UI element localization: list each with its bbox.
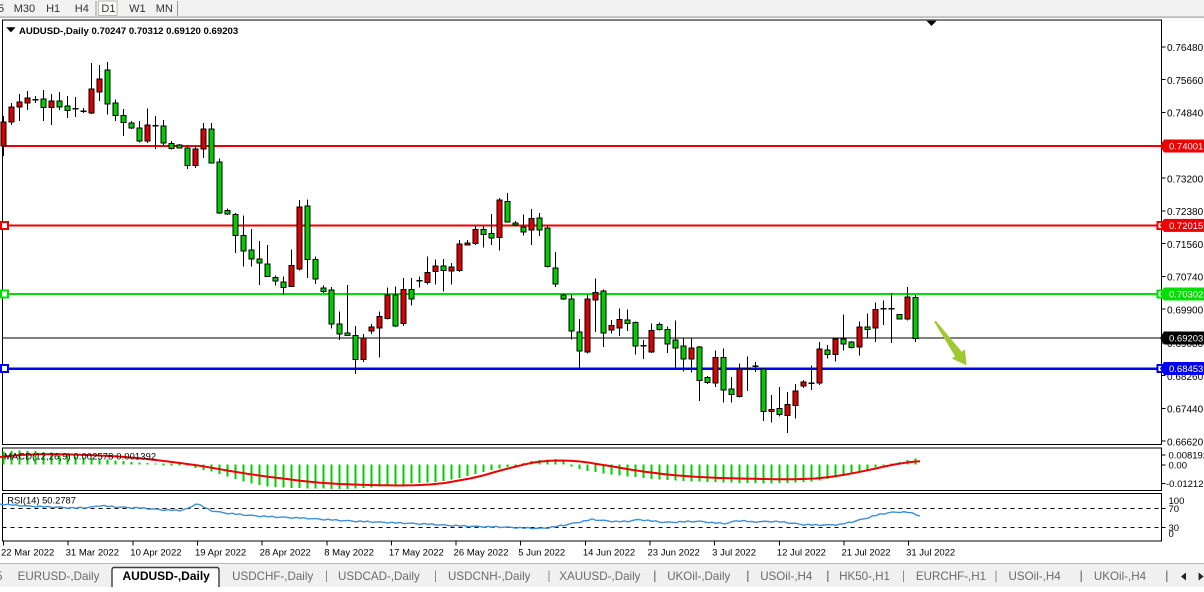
- svg-text:UKOil-,Daily: UKOil-,Daily: [667, 570, 730, 583]
- svg-text:0.69203: 0.69203: [1169, 334, 1203, 345]
- svg-text:HK50-,H1: HK50-,H1: [839, 570, 890, 583]
- svg-text:M30: M30: [14, 3, 35, 15]
- svg-text:0.73200: 0.73200: [1167, 174, 1204, 185]
- svg-text:0.71560: 0.71560: [1167, 240, 1204, 251]
- svg-text:26 May 2022: 26 May 2022: [454, 548, 509, 559]
- svg-text:USOil-,H4: USOil-,H4: [1009, 570, 1062, 583]
- svg-text:0.66620: 0.66620: [1167, 438, 1204, 449]
- svg-text:0: 0: [1169, 529, 1174, 540]
- svg-text:RSI(14) 50.2787: RSI(14) 50.2787: [7, 495, 76, 506]
- svg-text:EURCHF-,H1: EURCHF-,H1: [916, 570, 986, 583]
- svg-text:USDCHF-,Daily: USDCHF-,Daily: [232, 570, 313, 583]
- svg-text:UKOil-,H4: UKOil-,H4: [1094, 570, 1147, 583]
- svg-text:3 Jul 2022: 3 Jul 2022: [712, 548, 756, 559]
- svg-text:0.76480: 0.76480: [1167, 43, 1204, 54]
- svg-text:31 Mar 2022: 31 Mar 2022: [66, 548, 119, 559]
- svg-text:AUDUSD-,Daily: AUDUSD-,Daily: [123, 569, 211, 583]
- svg-text:5: 5: [0, 570, 2, 583]
- svg-text:AUDUSD-,Daily 0.70247 0.70312: AUDUSD-,Daily 0.70247 0.70312 0.69120 0.…: [19, 26, 238, 37]
- svg-text:70: 70: [1169, 504, 1180, 515]
- svg-text:28 Apr 2022: 28 Apr 2022: [260, 548, 311, 559]
- svg-text:0.74001: 0.74001: [1169, 142, 1203, 153]
- svg-text:W1: W1: [129, 3, 146, 15]
- svg-text:0.74840: 0.74840: [1167, 109, 1204, 120]
- svg-text:MACD(12,26,9) 0.002578 0.00139: MACD(12,26,9) 0.002578 0.001392: [4, 451, 156, 462]
- svg-text:0.69900: 0.69900: [1167, 306, 1204, 317]
- svg-text:0.70740: 0.70740: [1167, 273, 1204, 284]
- svg-text:H4: H4: [75, 3, 89, 15]
- svg-text:17 May 2022: 17 May 2022: [389, 548, 444, 559]
- svg-text:EURUSD-,Daily: EURUSD-,Daily: [18, 570, 100, 583]
- svg-text:23 Jun 2022: 23 Jun 2022: [648, 548, 700, 559]
- svg-text:0.72380: 0.72380: [1167, 207, 1204, 218]
- svg-text:0.75660: 0.75660: [1167, 76, 1204, 87]
- svg-text:5: 5: [0, 3, 4, 15]
- svg-text:D1: D1: [101, 3, 115, 15]
- svg-text:0.72015: 0.72015: [1169, 221, 1203, 232]
- svg-text:MN: MN: [156, 3, 173, 15]
- svg-text:0.00: 0.00: [1169, 461, 1188, 472]
- svg-text:USDCAD-,Daily: USDCAD-,Daily: [338, 570, 420, 583]
- svg-text:XAUUSD-,Daily: XAUUSD-,Daily: [559, 570, 640, 583]
- svg-text:31 Jul 2022: 31 Jul 2022: [906, 548, 955, 559]
- svg-text:0.67440: 0.67440: [1167, 405, 1204, 416]
- svg-text:0.68453: 0.68453: [1169, 364, 1203, 375]
- svg-text:USDCNH-,Daily: USDCNH-,Daily: [448, 570, 531, 583]
- svg-text:USOil-,H4: USOil-,H4: [760, 570, 813, 583]
- svg-text:12 Jul 2022: 12 Jul 2022: [777, 548, 826, 559]
- svg-text:21 Jul 2022: 21 Jul 2022: [841, 548, 890, 559]
- svg-text:-0.01212: -0.01212: [1166, 479, 1204, 490]
- svg-text:10 Apr 2022: 10 Apr 2022: [130, 548, 181, 559]
- svg-text:H1: H1: [46, 3, 60, 15]
- svg-text:19 Apr 2022: 19 Apr 2022: [195, 548, 246, 559]
- svg-text:5 Jun 2022: 5 Jun 2022: [518, 548, 565, 559]
- svg-text:8 May 2022: 8 May 2022: [324, 548, 374, 559]
- svg-text:0.70302: 0.70302: [1169, 290, 1203, 301]
- svg-text:22 Mar 2022: 22 Mar 2022: [1, 548, 54, 559]
- svg-text:14 Jun 2022: 14 Jun 2022: [583, 548, 635, 559]
